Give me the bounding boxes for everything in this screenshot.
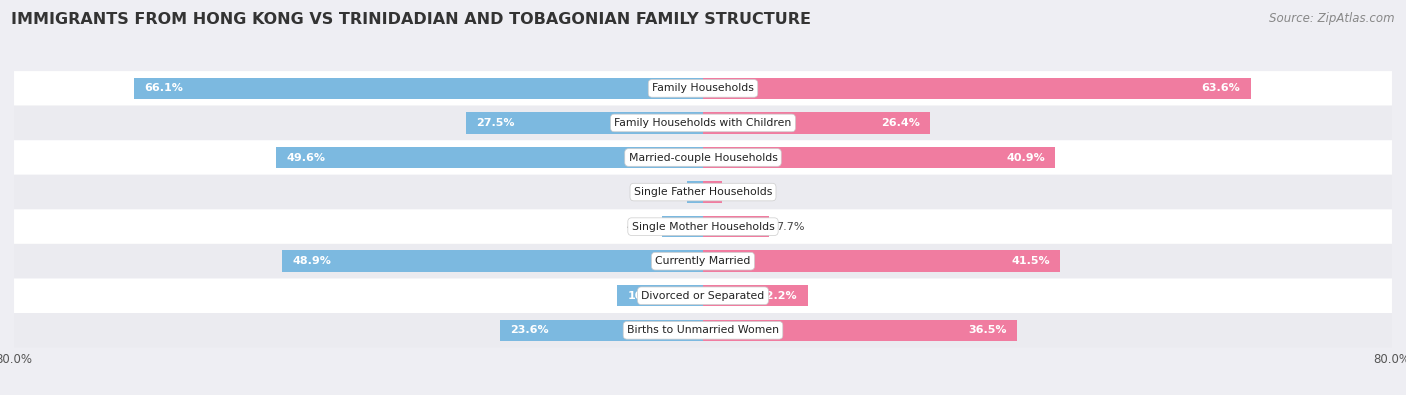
Bar [617,285,703,307]
Bar [703,216,769,237]
FancyBboxPatch shape [14,71,1392,106]
Bar [703,181,721,203]
Bar [276,147,703,168]
Text: 23.6%: 23.6% [510,325,548,335]
Text: 1.8%: 1.8% [652,187,681,197]
Text: Single Father Households: Single Father Households [634,187,772,197]
FancyBboxPatch shape [14,140,1392,175]
Text: 12.2%: 12.2% [759,291,797,301]
Bar [703,320,1018,341]
Text: 40.9%: 40.9% [1007,152,1045,162]
Bar [703,147,1056,168]
Text: Divorced or Separated: Divorced or Separated [641,291,765,301]
Text: Births to Unmarried Women: Births to Unmarried Women [627,325,779,335]
FancyBboxPatch shape [14,209,1392,244]
Bar [467,112,703,134]
Bar [703,250,1060,272]
Text: 49.6%: 49.6% [287,152,325,162]
Text: 27.5%: 27.5% [477,118,515,128]
Bar [499,320,703,341]
Text: 2.2%: 2.2% [728,187,758,197]
Text: 66.1%: 66.1% [143,83,183,93]
Bar [703,78,1251,99]
Bar [688,181,703,203]
FancyBboxPatch shape [14,106,1392,140]
Text: Source: ZipAtlas.com: Source: ZipAtlas.com [1270,12,1395,25]
Text: Family Households: Family Households [652,83,754,93]
Text: IMMIGRANTS FROM HONG KONG VS TRINIDADIAN AND TOBAGONIAN FAMILY STRUCTURE: IMMIGRANTS FROM HONG KONG VS TRINIDADIAN… [11,12,811,27]
FancyBboxPatch shape [14,313,1392,348]
Bar [662,216,703,237]
Bar [134,78,703,99]
Text: 41.5%: 41.5% [1011,256,1050,266]
Bar [703,112,931,134]
Text: 26.4%: 26.4% [882,118,920,128]
Text: Currently Married: Currently Married [655,256,751,266]
Text: 7.7%: 7.7% [776,222,804,231]
Text: 4.8%: 4.8% [626,222,655,231]
Text: 36.5%: 36.5% [969,325,1007,335]
Text: Married-couple Households: Married-couple Households [628,152,778,162]
Bar [703,285,808,307]
FancyBboxPatch shape [14,278,1392,313]
Text: Single Mother Households: Single Mother Households [631,222,775,231]
Text: 63.6%: 63.6% [1202,83,1240,93]
FancyBboxPatch shape [14,244,1392,278]
Text: Family Households with Children: Family Households with Children [614,118,792,128]
Text: 10.0%: 10.0% [627,291,665,301]
Text: 48.9%: 48.9% [292,256,330,266]
FancyBboxPatch shape [14,175,1392,209]
Bar [281,250,703,272]
